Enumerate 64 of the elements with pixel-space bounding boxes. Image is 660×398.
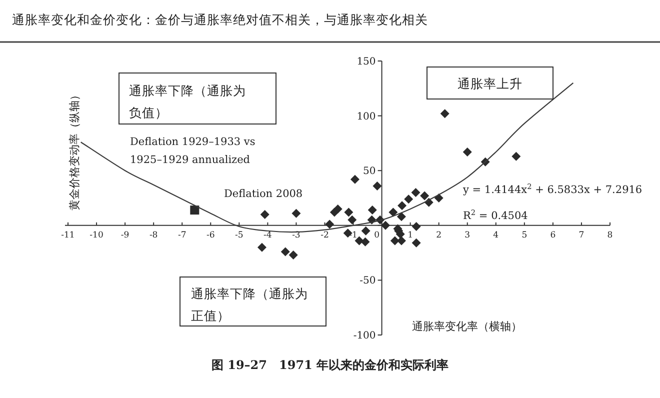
x-tick-label: -2 xyxy=(320,230,329,240)
x-tick-label: -6 xyxy=(206,230,215,240)
y-tick-label: 100 xyxy=(356,111,376,122)
point xyxy=(420,191,430,200)
chart-title: 通胀率变化和金价变化：金价与通胀率绝对值不相关，与通胀率变化相关 xyxy=(12,12,428,27)
x-tick-label: 0 xyxy=(374,230,380,240)
point xyxy=(288,250,298,260)
point xyxy=(462,147,472,156)
point xyxy=(412,222,421,231)
x-tick-label: -4 xyxy=(264,230,272,240)
x-tick-label: 3 xyxy=(464,230,470,240)
point xyxy=(440,109,450,118)
x-tick-label: 2 xyxy=(436,230,442,240)
point xyxy=(292,208,301,218)
point xyxy=(361,226,370,236)
caption: 图 19–27 1971 年以来的金价和实际利率 xyxy=(211,358,449,372)
y-axis-title: 黄金价格变动率（纵轴） xyxy=(68,90,81,210)
point xyxy=(404,194,414,204)
y-tick-label: -50 xyxy=(360,276,376,287)
x-tick-label: -1 xyxy=(349,230,358,240)
annotation: Deflation 2008 xyxy=(224,188,303,200)
y-tick-label: 50 xyxy=(363,166,376,178)
annotation: 通胀率上升 xyxy=(458,76,522,91)
x-tick-label: 1 xyxy=(408,230,414,240)
x-tick-label: -7 xyxy=(178,230,186,240)
point xyxy=(512,152,521,161)
x-tick-label: -5 xyxy=(235,230,244,240)
point xyxy=(368,206,377,215)
point xyxy=(411,188,420,198)
x-tick-label: -8 xyxy=(149,230,158,240)
point xyxy=(396,212,406,222)
x-tick-label: 7 xyxy=(578,230,584,240)
x-tick-label: 4 xyxy=(493,230,499,240)
x-tick-label: -11 xyxy=(61,230,75,240)
x-axis-title: 通胀率变化率（横轴） xyxy=(412,320,522,333)
point xyxy=(325,220,334,229)
x-tick-label: -9 xyxy=(120,230,130,240)
annotation: Deflation 1929–1933 vs 1925–1929 annualized xyxy=(130,136,256,166)
point xyxy=(398,201,407,210)
point xyxy=(257,242,266,252)
point xyxy=(260,210,270,219)
x-tick-label: 6 xyxy=(550,230,556,240)
y-tick-label: 150 xyxy=(356,56,376,68)
annotation: R$^{2}$ = 0.4504 xyxy=(463,208,528,222)
point xyxy=(350,174,360,184)
point xyxy=(190,206,200,215)
point xyxy=(412,238,421,248)
point xyxy=(280,247,290,256)
point xyxy=(354,236,364,246)
point xyxy=(348,215,357,224)
annotation: 通胀率下降（通胀为正值） xyxy=(191,286,308,323)
x-tick-label: 5 xyxy=(522,230,528,240)
point xyxy=(360,237,370,246)
y-tick-label: -100 xyxy=(353,330,376,342)
point xyxy=(333,204,342,214)
point xyxy=(344,208,354,217)
x-tick-label: 8 xyxy=(607,230,613,240)
point xyxy=(381,220,390,230)
point xyxy=(372,181,382,190)
x-tick-label: -10 xyxy=(90,230,104,240)
point xyxy=(390,236,400,246)
annotation: y = 1.4144x$^{2}$ + 6.5833x + 7.2916 xyxy=(462,182,642,196)
annotation: 通胀率下降（通胀为负值） xyxy=(129,83,246,120)
point xyxy=(388,208,398,217)
